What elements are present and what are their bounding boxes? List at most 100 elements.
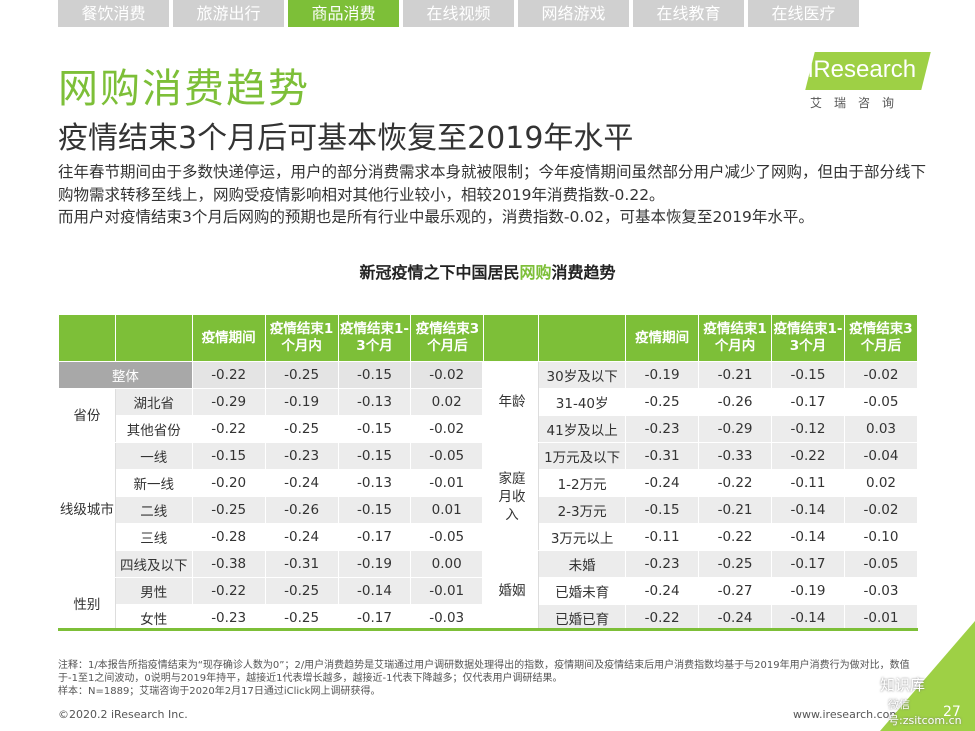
row-label: 二线 [114, 496, 193, 524]
group-label: 婚姻 [481, 550, 540, 632]
header-blank [114, 314, 193, 362]
tab-item[interactable]: 商品消费 [288, 0, 399, 27]
value-cell: -0.22 [191, 361, 266, 389]
group-label: 线级城市 [58, 442, 116, 578]
value-cell: -0.05 [410, 442, 485, 470]
notes: 注释：1/本报告所指疫情结束为“现存确诊人数为0”；2/用户消费趋势是艾瑞通过用… [58, 659, 928, 698]
description: 往年春节期间由于多数快递停运，用户的部分消费需求本身就被限制；今年疫情期间虽然部… [58, 161, 928, 229]
value-cell: -0.22 [698, 469, 773, 497]
value-cell: -0.11 [771, 469, 845, 497]
value-cell: 0.03 [843, 415, 919, 443]
value-cell: 0.00 [410, 550, 485, 578]
value-cell: 0.02 [410, 388, 485, 416]
description-paragraph: 而用户对疫情结束3个月后网购的预期也是所有行业中最乐观的，消费指数-0.02，可… [58, 208, 814, 226]
row-label: 四线及以下 [114, 550, 193, 578]
row-label: 湖北省 [114, 388, 193, 416]
value-cell: -0.15 [337, 496, 412, 524]
value-cell: -0.05 [843, 388, 919, 416]
tab-item[interactable]: 在线医疗 [748, 0, 859, 27]
row-label: 新一线 [114, 469, 193, 497]
value-cell: -0.26 [698, 388, 773, 416]
value-cell: -0.13 [337, 388, 412, 416]
column-header: 疫情结束1-3个月 [771, 314, 845, 362]
header-blank [538, 314, 627, 362]
corner-decoration [880, 621, 975, 731]
value-cell: -0.14 [771, 523, 845, 551]
value-cell: -0.25 [264, 577, 339, 605]
page-title: 网购消费趋势 [58, 66, 310, 112]
copyright: ©2020.2 iResearch Inc. [58, 708, 188, 721]
value-cell: -0.17 [771, 550, 845, 578]
value-cell: -0.24 [625, 469, 700, 497]
column-header: 疫情结束1个月内 [264, 314, 339, 362]
value-cell: -0.28 [191, 523, 266, 551]
column-header: 疫情结束3个月后 [843, 314, 919, 362]
value-cell: -0.19 [337, 550, 412, 578]
value-cell: -0.14 [771, 496, 845, 524]
tab-item[interactable]: 旅游出行 [173, 0, 284, 27]
row-label: 男性 [114, 577, 193, 605]
tab-item[interactable]: 网络游戏 [518, 0, 629, 27]
description-paragraph: 往年春节期间由于多数快递停运，用户的部分消费需求本身就被限制；今年疫情期间虽然部… [58, 163, 927, 204]
value-cell: -0.05 [843, 550, 919, 578]
table-row: 省份 湖北省 -0.29 -0.19 -0.13 0.02 31-40岁 -0.25 -0.26… [58, 388, 919, 443]
row-label: 2-3万元 [538, 496, 627, 524]
group-label: 年龄 [481, 361, 540, 443]
sample-text: 样本：N=1889；艾瑞咨询于2020年2月17日通过iClick网上调研获得。 [58, 686, 381, 697]
row-label: 其他省份 [114, 415, 193, 443]
column-header: 疫情期间 [625, 314, 700, 362]
table-row: 新一线 -0.20 -0.24 -0.13 -0.01 1-2万元 -0.24 -0.22 -0… [59, 469, 919, 497]
logo-text: iResearch [808, 56, 917, 83]
header-blank [58, 314, 116, 362]
value-cell: -0.17 [771, 388, 845, 416]
value-cell: -0.22 [191, 415, 266, 443]
category-tabs: 餐饮消费 旅游出行 商品消费 在线视频 网络游戏 在线教育 在线医疗 [58, 0, 859, 27]
value-cell: -0.38 [191, 550, 266, 578]
page-number: 27 [943, 704, 961, 720]
value-cell: -0.02 [410, 361, 485, 389]
column-header: 疫情结束1个月内 [698, 314, 773, 362]
group-label: 性别 [58, 577, 116, 632]
value-cell: -0.11 [625, 523, 700, 551]
tab-item[interactable]: 在线视频 [403, 0, 514, 27]
tab-item[interactable]: 餐饮消费 [58, 0, 169, 27]
value-cell: -0.25 [191, 496, 266, 524]
row-label: 三线 [114, 523, 193, 551]
value-cell: -0.12 [771, 415, 845, 443]
column-header: 疫情结束3个月后 [410, 314, 485, 362]
value-cell: -0.24 [264, 469, 339, 497]
value-cell: -0.03 [843, 577, 919, 605]
value-cell: -0.24 [264, 523, 339, 551]
value-cell: -0.29 [191, 388, 266, 416]
column-header: 疫情期间 [191, 314, 266, 362]
value-cell: -0.24 [698, 604, 773, 632]
table-row: 二线 -0.25 -0.26 -0.15 0.01 2-3万元 -0.15 -0.21 -0.1… [59, 496, 919, 524]
value-cell: -0.33 [698, 442, 773, 470]
value-cell: -0.15 [337, 361, 412, 389]
value-cell: -0.21 [698, 361, 773, 389]
row-label: 已婚已育 [538, 604, 627, 632]
logo-cn-text: 艾瑞咨询 [810, 96, 907, 110]
value-cell: -0.22 [191, 577, 266, 605]
value-cell: -0.05 [410, 523, 485, 551]
row-label: 女性 [114, 604, 193, 632]
table-title: 新冠疫情之下中国居民网购消费趋势 [0, 259, 975, 283]
value-cell: -0.02 [843, 361, 919, 389]
row-label: 30岁及以下 [538, 361, 627, 389]
value-cell: -0.14 [771, 604, 845, 632]
iresearch-logo: iResearch 艾瑞咨询 [805, 52, 931, 112]
value-cell: -0.19 [264, 388, 339, 416]
value-cell: -0.03 [410, 604, 485, 632]
value-cell: -0.15 [191, 442, 266, 470]
row-label: 3万元以上 [538, 523, 627, 551]
header-blank [483, 314, 540, 362]
value-cell: -0.19 [771, 577, 845, 605]
value-cell: -0.15 [771, 361, 845, 389]
tab-item[interactable]: 在线教育 [633, 0, 744, 27]
value-cell: -0.22 [698, 523, 773, 551]
group-label: 家庭月收入 [481, 442, 540, 551]
row-label: 已婚未育 [538, 577, 627, 605]
table-row: 性别 男性 -0.22 -0.25 -0.14 -0.01 已婚未育 -0.24 -0.27 -0… [58, 577, 919, 632]
value-cell: -0.10 [843, 523, 919, 551]
table-row: 四线及以下 -0.38 -0.31 -0.19 0.00 婚姻 未婚 -0.23 -0.25 -0… [59, 550, 919, 632]
